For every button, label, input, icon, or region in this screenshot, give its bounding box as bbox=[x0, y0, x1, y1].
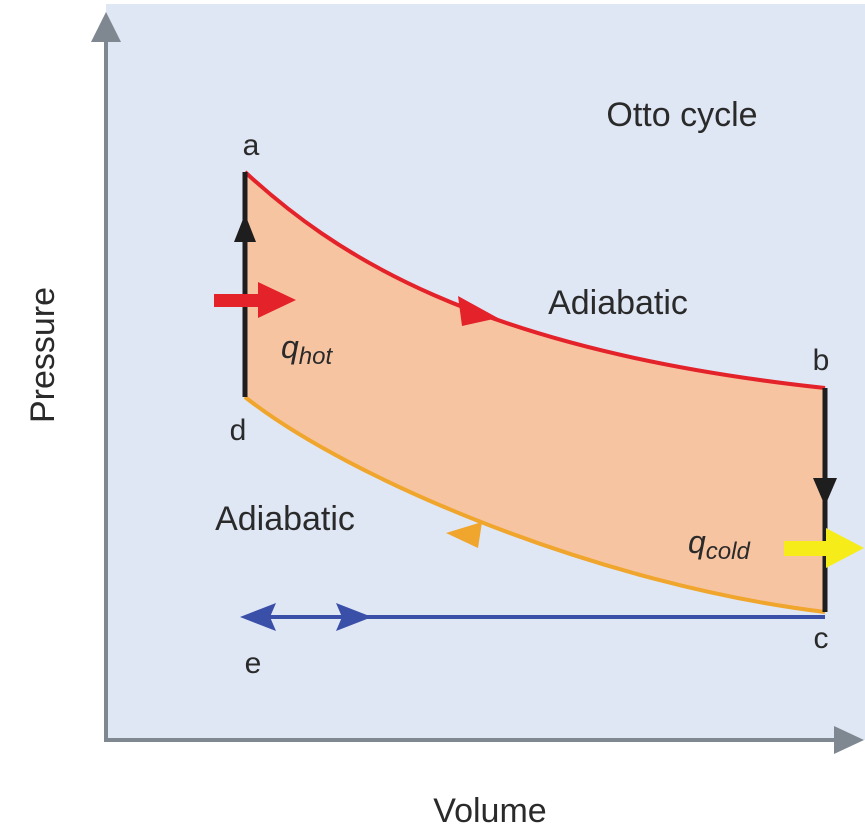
point-label-c: c bbox=[814, 622, 829, 655]
adiabatic-curve-ab bbox=[243, 170, 826, 390]
heat-in-subscript: hot bbox=[299, 343, 334, 370]
point-label-e: e bbox=[245, 647, 262, 680]
direction-arrow-e-icon bbox=[240, 603, 276, 631]
diagram-title: Otto cycle bbox=[606, 96, 757, 134]
direction-arrow-cd-icon bbox=[446, 522, 482, 548]
direction-arrow-bc-icon bbox=[813, 478, 837, 506]
point-label-b: b bbox=[813, 344, 830, 377]
cycle-area bbox=[245, 172, 825, 612]
y-axis-arrow-icon bbox=[91, 12, 121, 42]
heat-in-arrow-icon bbox=[214, 282, 296, 318]
heat-out-arrow-icon bbox=[784, 528, 864, 568]
direction-arrow-ab-icon bbox=[458, 296, 498, 326]
process-label-bottom: Adiabatic bbox=[215, 500, 355, 538]
heat-in-symbol: q bbox=[281, 329, 299, 365]
adiabatic-curve-cd bbox=[243, 395, 826, 614]
x-axis-label: Volume bbox=[433, 792, 546, 830]
heat-out-subscript: cold bbox=[706, 538, 751, 565]
y-axis-label: Pressure bbox=[24, 287, 62, 423]
x-axis-arrow-icon bbox=[834, 726, 864, 754]
direction-arrow-da-icon bbox=[234, 214, 256, 242]
direction-arrow-mid-icon bbox=[336, 603, 372, 631]
point-label-d: d bbox=[230, 414, 247, 447]
heat-in-label: qhot bbox=[281, 329, 333, 370]
heat-out-label: qcold bbox=[688, 524, 750, 565]
process-label-top: Adiabatic bbox=[548, 284, 688, 322]
point-label-a: a bbox=[243, 129, 260, 162]
heat-out-symbol: q bbox=[688, 524, 706, 560]
axes bbox=[91, 12, 864, 754]
